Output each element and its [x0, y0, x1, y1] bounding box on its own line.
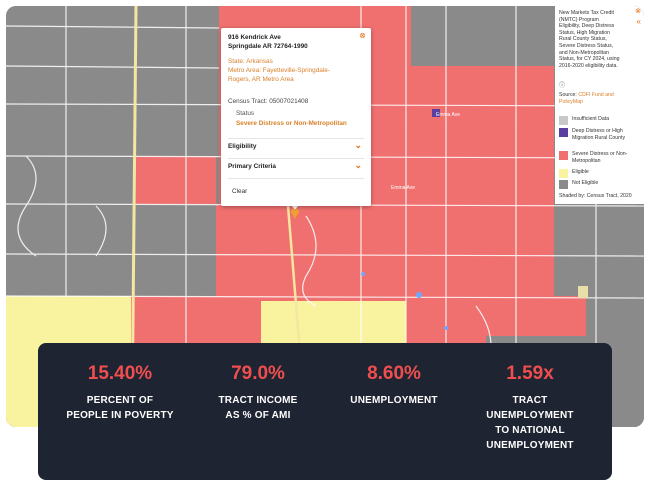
stats-panel: 15.40% PERCENT OF PEOPLE IN POVERTY 79.0… [38, 343, 612, 480]
clear-button[interactable]: Clear [232, 188, 248, 195]
legend-title-line: Eligibility, Deep Distress [559, 23, 615, 30]
metro-line-2: Rogers, AR Metro Area [228, 76, 294, 83]
legend-swatch [559, 116, 568, 125]
stat-income: 79.0% TRACT INCOME AS % OF AMI [198, 343, 318, 423]
popup-pointer [289, 202, 301, 210]
legend-title-line: (NMTC) Program [559, 16, 599, 23]
popup-state: State: Arkansas [228, 58, 273, 65]
legend-title-line: and Non-Metropolitan [559, 49, 609, 56]
legend-title-line: Status, for CY 2024, using [559, 56, 620, 63]
legend-label: Severe Distress or Non-Metropolitan [572, 151, 628, 164]
stat-label-line: TO NATIONAL [495, 425, 565, 436]
stat-value: 79.0% [231, 363, 285, 384]
stat-unemployment-ratio: 1.59x TRACT UNEMPLOYMENT TO NATIONAL UNE… [470, 343, 590, 453]
legend-label: Not Eligible [572, 180, 599, 186]
legend-source: Source: CDFI Fund and PolicyMap [559, 92, 639, 105]
collapse-icon[interactable]: « [636, 17, 641, 26]
stat-label: UNEMPLOYMENT [334, 393, 454, 408]
primary-criteria-toggle[interactable]: Primary Criteria ⌄ [228, 158, 364, 172]
stat-poverty: 15.40% PERCENT OF PEOPLE IN POVERTY [60, 343, 180, 423]
chevron-down-icon: ⌄ [354, 160, 362, 170]
eligibility-label: Eligibility [228, 143, 257, 150]
legend-swatch [559, 151, 568, 160]
stat-unemployment: 8.60% UNEMPLOYMENT [334, 343, 454, 408]
address-line-2: Springdale AR 72764-1990 [228, 43, 308, 50]
stat-value: 1.59x [506, 363, 554, 384]
stat-label: TRACT UNEMPLOYMENT TO NATIONAL UNEMPLOYM… [470, 393, 590, 453]
legend-title-line: Severe Distress Status, [559, 42, 614, 49]
stat-label: PERCENT OF PEOPLE IN POVERTY [60, 393, 180, 423]
stat-label-line: AS % OF AMI [225, 410, 291, 421]
tract-not-eligible-east [554, 206, 644, 296]
stat-value: 8.60% [367, 363, 421, 384]
stat-label-line: UNEMPLOYMENT [486, 410, 574, 421]
stat-value: 15.40% [87, 363, 153, 384]
stat-label-line: TRACT INCOME [218, 395, 298, 406]
street-label-1: Emma Ave [436, 112, 460, 118]
stat-label-line: UNEMPLOYMENT [486, 440, 574, 451]
metro-line-1: Metro Area: Fayetteville-Springdale- [228, 67, 330, 74]
eligibility-toggle[interactable]: Eligibility ⌄ [228, 138, 364, 152]
legend-title: New Markets Tax Credit (NMTC) Program El… [559, 10, 631, 69]
stat-label-line: UNEMPLOYMENT [350, 395, 438, 406]
stat-label-line: PERCENT OF [86, 395, 154, 406]
legend-title-line: Status, High Migration [559, 29, 611, 36]
legend-shaded-by: Shaded by: Census Tract, 2020 [559, 193, 632, 199]
legend-swatch [559, 169, 568, 178]
popup-address: 916 Kendrick Ave Springdale AR 72764-199… [228, 33, 308, 51]
stat-label-line: TRACT [512, 395, 548, 406]
close-icon[interactable]: ⊗ [635, 8, 641, 15]
divider [228, 178, 364, 179]
close-icon[interactable]: ⊗ [359, 31, 366, 40]
popup-metro: Metro Area: Fayetteville-Springdale- Rog… [228, 66, 358, 84]
location-pin-icon[interactable] [291, 209, 299, 219]
legend-label: Deep Distress or High Migration Rural Co… [572, 128, 626, 141]
legend-swatch [559, 128, 568, 137]
chevron-down-icon: ⌄ [354, 140, 362, 150]
stat-label: TRACT INCOME AS % OF AMI [198, 393, 318, 423]
census-tract-label: Census Tract: 05007021408 [228, 98, 309, 105]
legend-label: Insufficient Data [572, 116, 610, 122]
info-icon[interactable]: ⓘ [559, 83, 566, 89]
status-label: Status [236, 110, 255, 117]
legend-title-line: New Markets Tax Credit [559, 10, 614, 16]
tract-eligible-mid [261, 301, 406, 346]
source-link[interactable]: CDFI Fund and PolicyMap [559, 92, 614, 105]
location-popup: ⊗ 916 Kendrick Ave Springdale AR 72764-1… [221, 28, 371, 206]
street-label-2: Emma Ave [391, 185, 415, 191]
primary-criteria-label: Primary Criteria [228, 163, 276, 170]
legend-title-line: Rural County Status, [559, 36, 607, 43]
legend-swatch [559, 180, 568, 189]
status-value: Severe Distress or Non-Metropolitan [236, 120, 347, 127]
map-frame: Emma Ave Emma Ave ⊗ 916 Kendrick Ave Spr… [6, 6, 644, 427]
tract-severe-east [361, 101, 554, 286]
map-legend: New Markets Tax Credit (NMTC) Program El… [555, 6, 644, 204]
census-tract-map[interactable]: Emma Ave Emma Ave [6, 6, 644, 427]
legend-label: Eligible [572, 169, 589, 175]
address-line-1: 916 Kendrick Ave [228, 34, 281, 41]
tract-deep-distress [432, 109, 440, 117]
legend-title-line: 2016-2020 eligibility data. [559, 62, 618, 69]
stat-label-line: PEOPLE IN POVERTY [66, 410, 174, 421]
source-prefix: Source: [559, 92, 579, 98]
